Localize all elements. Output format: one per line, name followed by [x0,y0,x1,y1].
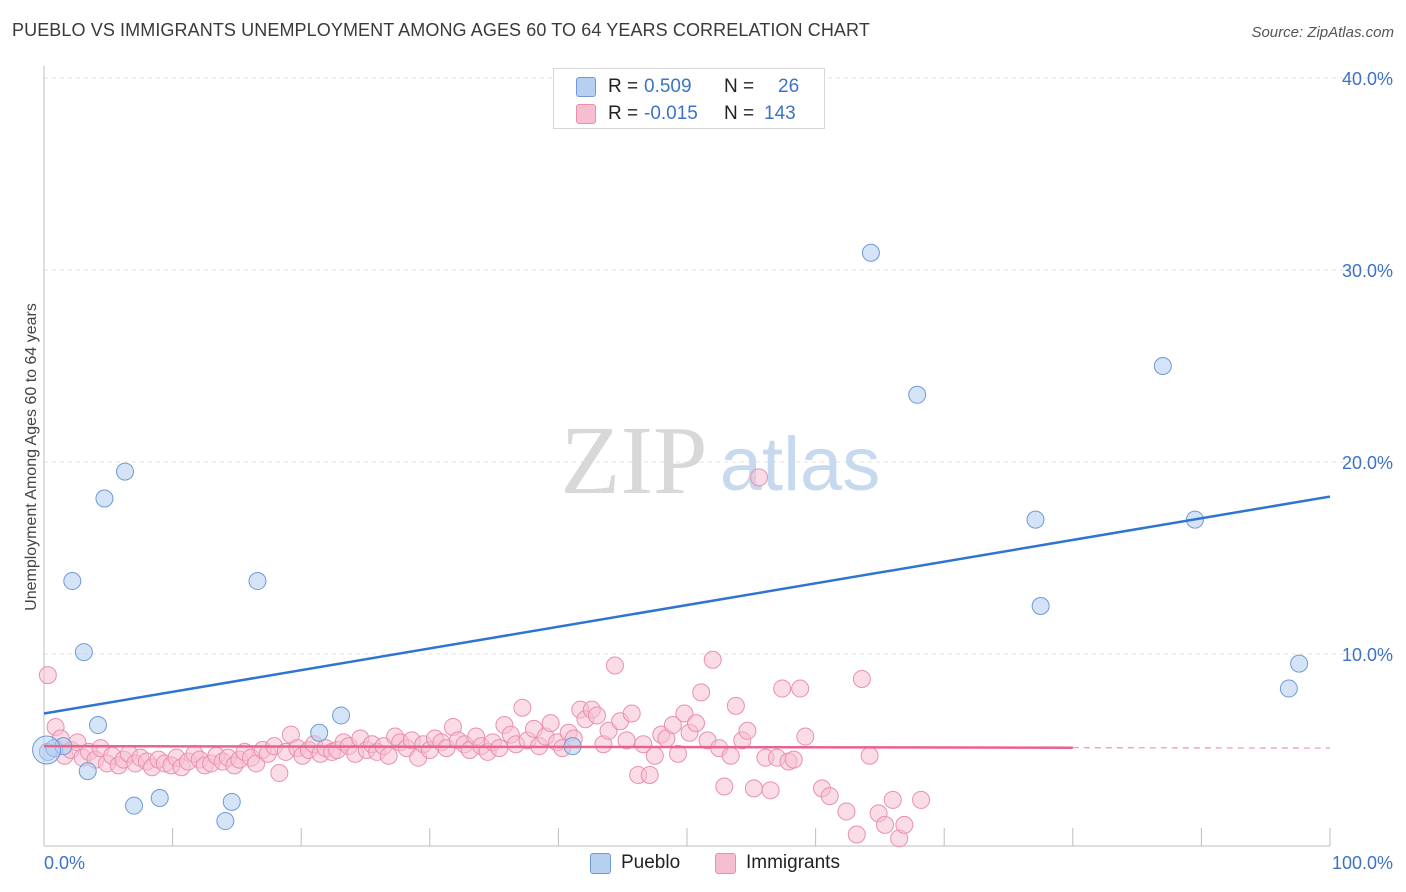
r-value: -0.015 [644,103,698,124]
watermark-atlas: atlas [720,422,881,507]
immigrants-point [820,787,839,806]
pueblo-point [74,643,93,662]
immigrants-point [784,750,803,769]
n-label: N = [724,103,755,124]
immigrants-point [895,815,914,834]
immigrants-point [860,746,879,765]
immigrants-swatch [715,852,736,874]
pueblo-point [861,243,880,262]
pueblo-point [116,462,135,481]
pueblo-swatch [590,852,611,874]
x-tick-label: 100.0% [1332,853,1393,873]
legend-row-immigrants: R = -0.015 N = 143 [576,102,796,126]
pueblo-point [125,796,144,815]
bottom-legend-immigrants: Immigrants [715,852,840,874]
immigrants-point [847,825,866,844]
immigrants-point [715,777,734,796]
immigrants-point [703,650,722,669]
immigrants-point [270,764,289,783]
r-label: R = [608,76,639,97]
y-axis-label: Unemployment Among Ages 60 to 64 years [23,303,40,611]
pueblo-point [95,489,114,508]
immigrants-point [541,714,560,733]
y-tick-label: 40.0% [1342,69,1393,89]
immigrants-point [738,721,757,740]
immigrants-point [876,815,895,834]
immigrants-point [634,735,653,754]
axes [43,66,1331,847]
pueblo-point [1026,510,1045,529]
immigrants-point [379,746,398,765]
immigrants-point [668,744,687,763]
correlation-legend: R = 0.509 N = 26 R = -0.015 N = 143 [553,68,825,129]
immigrants-point [38,666,57,685]
pueblo-point [332,706,351,725]
immigrants-point [773,679,792,698]
immigrants-point [750,468,769,487]
pueblo-legend-label: Pueblo [621,852,681,873]
immigrants-point [883,790,902,809]
pueblo-point [216,812,235,831]
pueblo-swatch [576,77,596,97]
pueblo-point [150,789,169,807]
immigrants-point [513,698,532,717]
pueblo-trend-line [43,495,1331,715]
immigrants-point [599,721,618,740]
immigrants-point [852,669,871,688]
pueblo-point [78,762,97,781]
pueblo-point [908,385,927,404]
y-tick-label: 10.0% [1342,645,1393,665]
bottom-legend-pueblo: Pueblo [590,852,680,874]
immigrants-point [617,731,636,750]
pueblo-point [248,572,267,591]
pueblo-point [63,572,82,591]
r-label: R = [608,103,639,124]
grid-lines [44,77,1392,655]
immigrants-legend-label: Immigrants [746,852,840,873]
immigrants-points [38,468,931,848]
immigrants-point [640,765,659,784]
pueblo-point [310,723,329,742]
n-value: 26 [778,76,800,97]
pueblo-point [32,735,62,765]
immigrants-point [622,704,641,723]
immigrants-point [796,727,815,746]
trend-lines [43,495,1331,749]
immigrants-point [721,746,740,765]
watermark: ZIP atlas [561,407,881,515]
pueblo-point [222,792,241,811]
immigrants-point [645,746,664,765]
immigrants-point [744,779,763,798]
pueblo-point [1290,654,1309,673]
immigrants-swatch [576,104,596,124]
pueblo-point [1031,597,1050,615]
y-tick-label: 30.0% [1342,261,1393,281]
watermark-zip: ZIP [561,407,708,515]
n-value: 143 [764,103,796,124]
r-value: 0.509 [644,76,692,97]
n-label: N = [724,76,755,97]
immigrants-point [675,704,694,723]
immigrants-point [663,716,682,735]
chart-title: PUEBLO VS IMMIGRANTS UNEMPLOYMENT AMONG … [12,20,870,40]
immigrants-point [761,781,780,800]
immigrants-point [692,683,711,702]
immigrants-point [687,714,706,733]
legend-row-pueblo: R = 0.509 N = 26 [576,75,799,99]
tick-labels: 10.0% 20.0% 30.0% 40.0% 0.0% 100.0% [44,69,1393,873]
immigrants-point [912,790,931,809]
immigrants-point [791,679,810,698]
pueblo-point [89,716,108,735]
y-tick-label: 20.0% [1342,453,1393,473]
immigrants-point [837,802,856,821]
immigrants-point [587,706,606,725]
immigrants-point [726,696,745,715]
pueblo-point [1153,357,1172,375]
immigrants-point [605,656,624,675]
x-tick-label: 0.0% [44,853,85,873]
pueblo-point [1279,679,1298,698]
immigrants-trend-line [43,744,1073,749]
source-label: Source: ZipAtlas.com [1251,24,1394,41]
